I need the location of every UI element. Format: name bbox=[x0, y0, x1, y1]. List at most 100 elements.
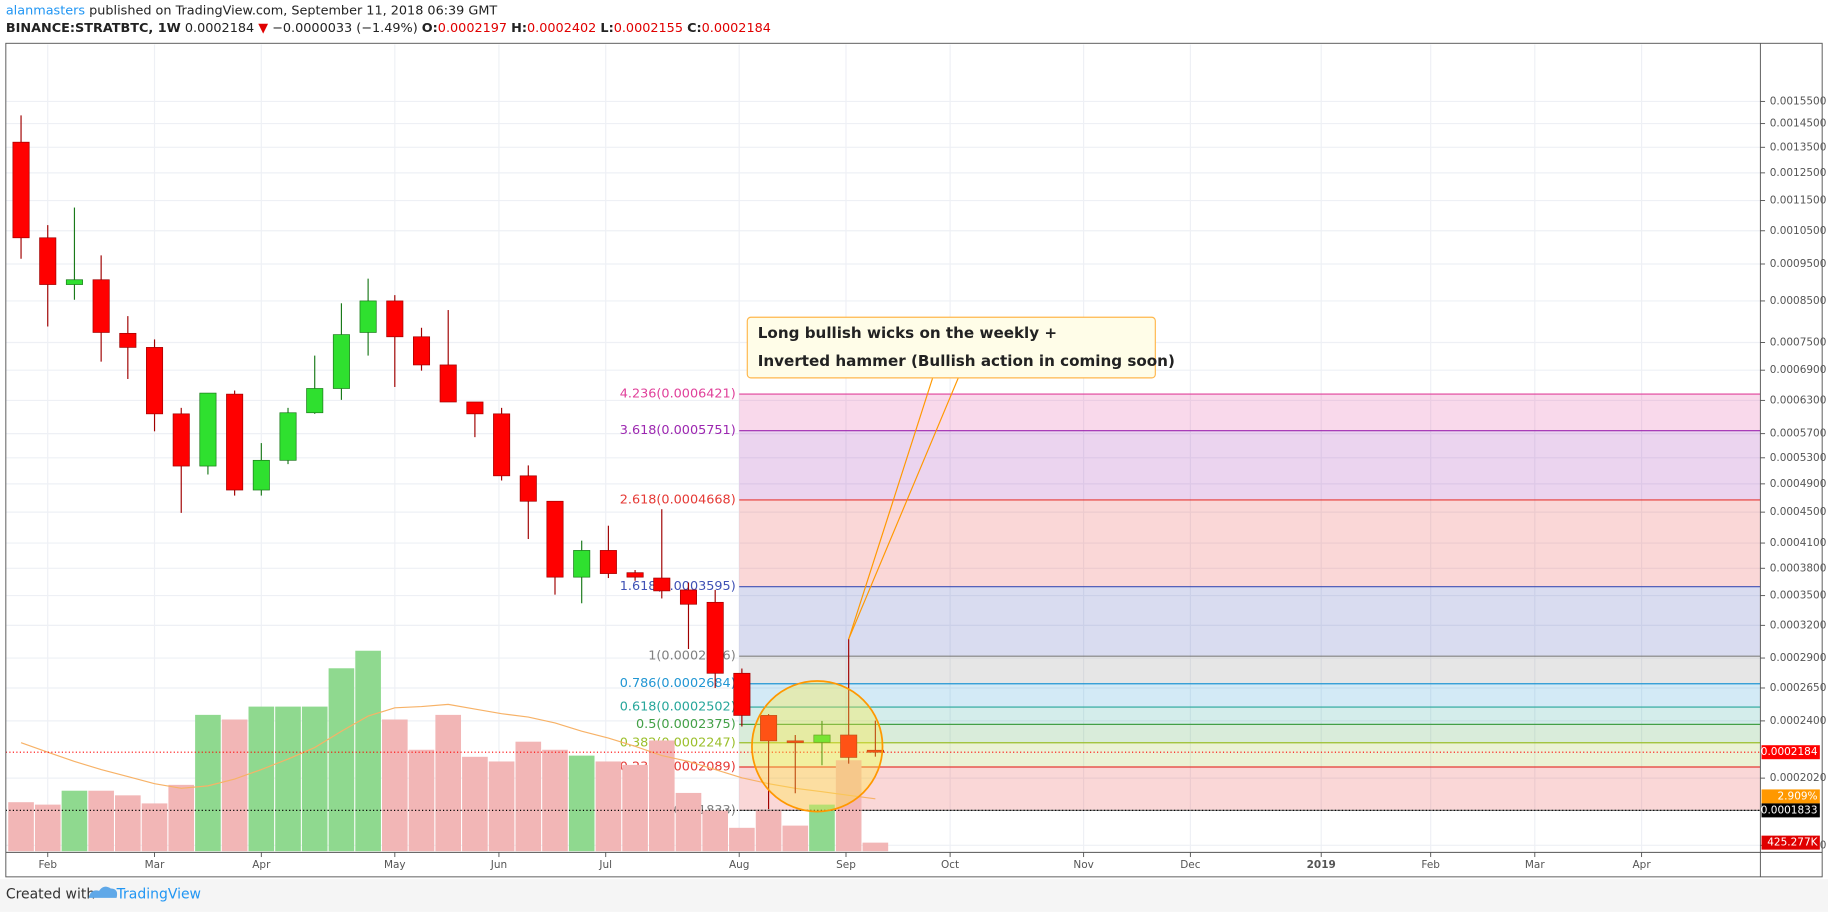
candle-body bbox=[706, 601, 724, 674]
y-tick-label: 0.0012500 bbox=[1770, 167, 1827, 179]
callout-line bbox=[848, 377, 959, 640]
fib-band bbox=[739, 766, 1761, 811]
fib-band bbox=[739, 499, 1761, 587]
y-tick-label: 0.0003800 bbox=[1770, 562, 1827, 574]
footer-brand[interactable]: TradingView bbox=[116, 886, 201, 902]
fib-label: 2.618(0.0004668) bbox=[620, 492, 736, 507]
volume-bar bbox=[61, 790, 88, 852]
candle-body bbox=[573, 550, 591, 578]
candle-body bbox=[599, 550, 617, 574]
volume-bar bbox=[729, 827, 755, 852]
y-tick-label: 0.0004100 bbox=[1770, 537, 1827, 549]
ohlc-label: H: bbox=[511, 21, 527, 36]
symbol: BINANCE:STRATBTC, 1W bbox=[6, 21, 181, 36]
axis-badge bbox=[1761, 789, 1820, 804]
x-tick-label: 2019 bbox=[1307, 859, 1336, 871]
annotation-text: Inverted hammer (Bullish action in comin… bbox=[758, 352, 1175, 370]
volume-bar bbox=[622, 764, 648, 852]
callout-line bbox=[848, 377, 934, 640]
author[interactable]: alanmasters bbox=[6, 3, 86, 18]
volume-ma bbox=[20, 703, 876, 800]
last-price: 0.0002184 bbox=[185, 21, 254, 36]
candle-body bbox=[760, 715, 778, 742]
candle-body bbox=[546, 500, 564, 578]
footer-bar bbox=[0, 879, 1828, 912]
y-tick-label: 0.0008500 bbox=[1770, 295, 1827, 307]
candle-body bbox=[252, 459, 270, 491]
candle-body bbox=[626, 572, 644, 578]
candle-body bbox=[199, 392, 217, 467]
candle-body bbox=[146, 347, 164, 415]
candle-body bbox=[119, 332, 137, 348]
footer-created: Created with bbox=[6, 886, 95, 902]
candle-body bbox=[226, 393, 244, 491]
axis-badge bbox=[1761, 803, 1820, 818]
fib-label: 4.236(0.0006421) bbox=[620, 387, 736, 402]
footer-logo[interactable] bbox=[88, 886, 118, 898]
candle-body bbox=[813, 734, 831, 743]
x-tick-label: Sep bbox=[836, 859, 856, 871]
y-tick-label: 0.0005700 bbox=[1770, 428, 1827, 440]
ohlc-value: 0.0002402 bbox=[527, 21, 596, 36]
y-tick-label: 0.0006900 bbox=[1770, 364, 1827, 376]
axis-badge bbox=[1761, 745, 1820, 760]
volume-bar bbox=[675, 792, 702, 852]
candle-body bbox=[279, 412, 297, 461]
ohlc-label: C: bbox=[687, 21, 702, 36]
y-tick-label: 0.0013500 bbox=[1770, 141, 1827, 153]
y-tick-label: 0.0010500 bbox=[1770, 225, 1827, 237]
y-tick-label: 0.0002650 bbox=[1770, 682, 1827, 694]
y-tick-label: 0.0003500 bbox=[1770, 590, 1827, 602]
candle-body bbox=[92, 279, 110, 333]
x-tick-label: May bbox=[384, 859, 406, 871]
ohlc-label: O: bbox=[422, 21, 438, 36]
y-tick-label: 0.0006300 bbox=[1770, 394, 1827, 406]
ohlc-label: L: bbox=[600, 21, 613, 36]
volume-bar bbox=[462, 756, 488, 852]
volume-bar bbox=[88, 790, 114, 852]
volume-bar bbox=[568, 755, 595, 852]
volume-bar bbox=[248, 706, 275, 852]
y-tick-label: 0.0014500 bbox=[1770, 118, 1827, 130]
volume-bar bbox=[782, 825, 809, 852]
fib-label: 0.618(0.0002502) bbox=[620, 700, 736, 715]
candle-body bbox=[840, 734, 858, 758]
x-tick-label: Mar bbox=[1525, 859, 1545, 871]
candle-body bbox=[12, 141, 30, 239]
volume-bar bbox=[515, 741, 542, 852]
candle-body bbox=[386, 300, 404, 338]
y-tick-label: 0.0004500 bbox=[1770, 506, 1827, 518]
candle-body bbox=[39, 237, 57, 285]
fib-label: 0.236(0.0002089) bbox=[620, 759, 736, 774]
volume-bar bbox=[115, 795, 141, 852]
fib-band bbox=[739, 683, 1761, 708]
x-tick-label: Apr bbox=[252, 859, 271, 871]
axis-badge-text: 0.0001833 bbox=[1761, 804, 1818, 816]
volume-bar bbox=[488, 761, 515, 852]
highlight-circle bbox=[751, 680, 884, 813]
volume-bar bbox=[648, 740, 675, 852]
candle-body bbox=[65, 279, 83, 285]
x-tick-label: Feb bbox=[38, 859, 57, 871]
x-tick-label: Dec bbox=[1180, 859, 1201, 871]
volume-bar bbox=[862, 842, 889, 852]
candle-body bbox=[359, 300, 377, 333]
fib-band bbox=[739, 430, 1761, 500]
volume-bar bbox=[34, 804, 61, 852]
ohlc-value: 0.0002155 bbox=[614, 21, 683, 36]
candle-body bbox=[172, 413, 190, 467]
change-arrow: ▼ bbox=[258, 21, 268, 36]
volume-bar bbox=[141, 803, 168, 852]
volume-bar bbox=[355, 650, 381, 852]
candle-body bbox=[306, 388, 324, 414]
y-tick-label: 0.0002400 bbox=[1770, 715, 1827, 727]
axis-badge-text: 2.909% bbox=[1778, 790, 1818, 802]
candle-body bbox=[679, 589, 697, 605]
y-tick-label: 0.0005300 bbox=[1770, 452, 1827, 464]
fib-label: 3.618(0.0005751) bbox=[620, 423, 736, 438]
annotation-text: Long bullish wicks on the weekly + bbox=[758, 324, 1057, 342]
candle-body bbox=[733, 672, 751, 716]
candle-body bbox=[412, 336, 431, 366]
